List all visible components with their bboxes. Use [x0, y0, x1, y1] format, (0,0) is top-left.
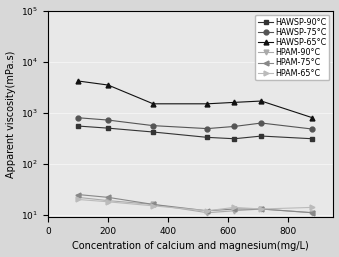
HAWSP-90°C — [205, 136, 209, 139]
Y-axis label: Apparent viscosity(mPa.s): Apparent viscosity(mPa.s) — [5, 50, 16, 178]
HAWSP-65°C — [76, 79, 80, 82]
HPAM-65°C — [76, 198, 80, 201]
HPAM-75°C — [205, 209, 209, 212]
HPAM-90°C — [259, 207, 263, 210]
HAWSP-65°C — [311, 116, 315, 119]
HPAM-75°C — [151, 203, 155, 206]
Line: HAWSP-65°C: HAWSP-65°C — [76, 79, 315, 120]
HAWSP-90°C — [311, 137, 315, 140]
X-axis label: Concentration of calcium and magnesium(mg/L): Concentration of calcium and magnesium(m… — [72, 241, 309, 251]
HPAM-90°C — [151, 203, 155, 206]
Legend: HAWSP-90°C, HAWSP-75°C, HAWSP-65°C, HPAM-90°C, HPAM-75°C, HPAM-65°C: HAWSP-90°C, HAWSP-75°C, HAWSP-65°C, HPAM… — [256, 15, 330, 80]
HPAM-90°C — [311, 211, 315, 214]
HAWSP-90°C — [232, 137, 236, 140]
HAWSP-90°C — [76, 124, 80, 127]
HAWSP-75°C — [151, 124, 155, 127]
HAWSP-75°C — [232, 125, 236, 128]
HPAM-75°C — [106, 196, 110, 199]
HAWSP-65°C — [259, 99, 263, 103]
HPAM-65°C — [311, 206, 315, 209]
HPAM-65°C — [205, 209, 209, 212]
HPAM-75°C — [311, 211, 315, 214]
HPAM-90°C — [106, 199, 110, 202]
HAWSP-90°C — [151, 131, 155, 134]
HPAM-75°C — [76, 193, 80, 196]
HPAM-65°C — [106, 200, 110, 203]
HAWSP-75°C — [259, 122, 263, 125]
HAWSP-90°C — [106, 127, 110, 130]
HPAM-90°C — [232, 209, 236, 212]
HAWSP-65°C — [151, 102, 155, 105]
Line: HAWSP-75°C: HAWSP-75°C — [76, 115, 315, 132]
HAWSP-65°C — [205, 102, 209, 105]
HPAM-90°C — [76, 196, 80, 199]
HPAM-75°C — [232, 207, 236, 210]
HAWSP-65°C — [106, 84, 110, 87]
Line: HPAM-90°C: HPAM-90°C — [76, 195, 315, 215]
Line: HPAM-65°C: HPAM-65°C — [76, 197, 315, 213]
Line: HAWSP-90°C: HAWSP-90°C — [76, 124, 315, 141]
HAWSP-75°C — [205, 127, 209, 130]
HAWSP-90°C — [259, 134, 263, 137]
HAWSP-65°C — [232, 101, 236, 104]
HPAM-90°C — [205, 211, 209, 214]
HPAM-65°C — [232, 206, 236, 209]
HPAM-65°C — [259, 207, 263, 210]
HPAM-65°C — [151, 204, 155, 207]
HAWSP-75°C — [311, 127, 315, 131]
HAWSP-75°C — [76, 116, 80, 119]
HPAM-75°C — [259, 207, 263, 210]
Line: HPAM-75°C: HPAM-75°C — [76, 192, 315, 215]
HAWSP-75°C — [106, 118, 110, 122]
